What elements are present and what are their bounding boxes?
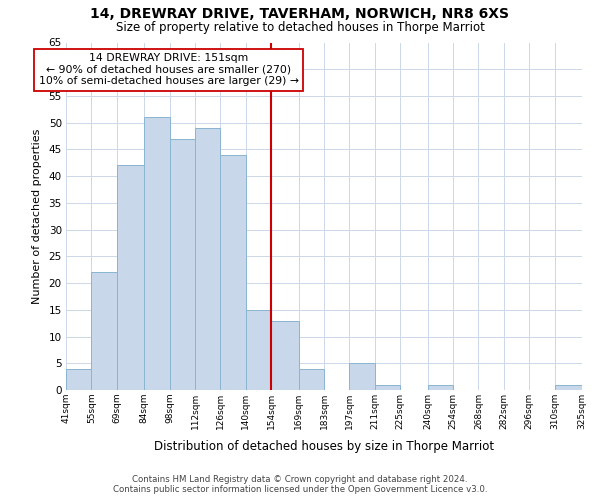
Bar [66, 368, 91, 390]
Bar [220, 155, 246, 390]
Bar [91, 272, 117, 390]
Bar [555, 384, 582, 390]
Text: Contains HM Land Registry data © Crown copyright and database right 2024.
Contai: Contains HM Land Registry data © Crown c… [113, 474, 487, 494]
Text: Size of property relative to detached houses in Thorpe Marriot: Size of property relative to detached ho… [116, 21, 484, 34]
Bar [428, 384, 453, 390]
Text: 14, DREWRAY DRIVE, TAVERHAM, NORWICH, NR8 6XS: 14, DREWRAY DRIVE, TAVERHAM, NORWICH, NR… [91, 8, 509, 22]
Bar [299, 368, 324, 390]
Bar [117, 166, 144, 390]
Bar [144, 118, 170, 390]
Bar [349, 364, 375, 390]
Bar [195, 128, 220, 390]
Text: 14 DREWRAY DRIVE: 151sqm
← 90% of detached houses are smaller (270)
10% of semi-: 14 DREWRAY DRIVE: 151sqm ← 90% of detach… [38, 53, 299, 86]
Bar [271, 320, 299, 390]
Bar [170, 138, 195, 390]
X-axis label: Distribution of detached houses by size in Thorpe Marriot: Distribution of detached houses by size … [154, 440, 494, 454]
Y-axis label: Number of detached properties: Number of detached properties [32, 128, 41, 304]
Bar [375, 384, 400, 390]
Bar [246, 310, 271, 390]
